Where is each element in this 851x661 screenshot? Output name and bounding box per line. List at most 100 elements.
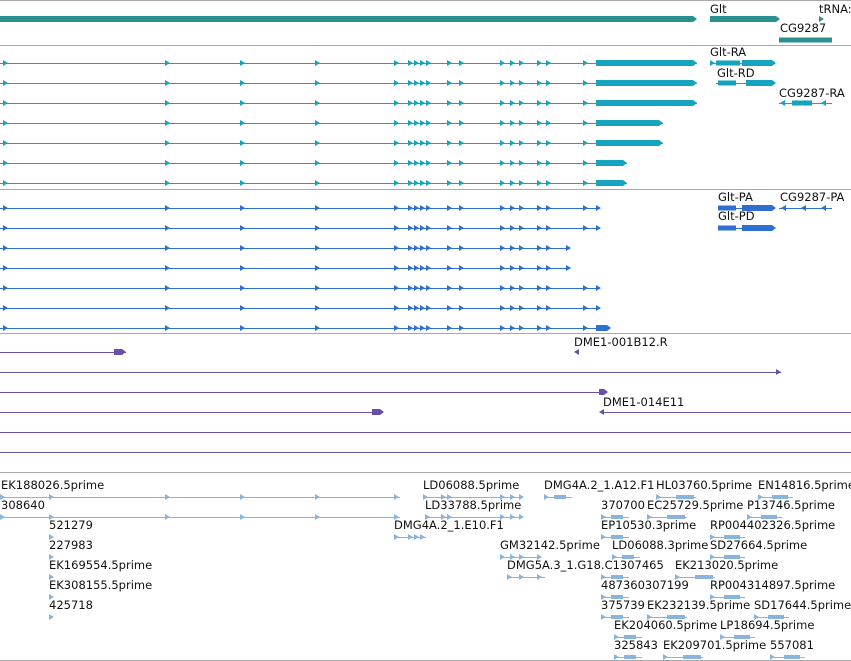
exon-block[interactable] <box>596 325 611 331</box>
exon-block[interactable] <box>768 615 784 619</box>
est-label[interactable]: 370700 <box>601 498 645 512</box>
gene-label-trna[interactable]: tRNA: <box>819 2 851 16</box>
est-label[interactable]: 521279 <box>49 518 93 532</box>
exon-block[interactable] <box>596 140 663 146</box>
est-label[interactable]: SD17644.5prime <box>754 598 851 612</box>
strand-arrow-icon <box>426 285 431 291</box>
est-label[interactable]: EK204060.5prime <box>614 618 718 632</box>
est-label[interactable]: EK232139.5prime <box>647 598 751 612</box>
exon-block[interactable] <box>734 635 750 639</box>
exon-block[interactable] <box>742 60 776 66</box>
exon-block[interactable] <box>716 60 740 66</box>
exon-block[interactable] <box>624 655 636 659</box>
exon-block[interactable] <box>779 37 832 43</box>
exon-block[interactable] <box>718 225 736 231</box>
est-label[interactable]: 375739 <box>601 598 645 612</box>
exon-block[interactable] <box>784 655 800 659</box>
strand-arrow-icon <box>394 80 399 86</box>
exon-block[interactable] <box>676 495 694 499</box>
exon-block[interactable] <box>792 100 812 106</box>
exon-block[interactable] <box>596 160 627 166</box>
exon-block[interactable] <box>667 615 685 619</box>
est-label[interactable]: LD33788.5prime <box>425 498 522 512</box>
transcript-label-glt-rd[interactable]: Glt-RD <box>717 66 755 80</box>
transcript-label-cg9287-ra[interactable]: CG9287-RA <box>779 86 845 100</box>
exon-block[interactable] <box>710 16 780 22</box>
est-label[interactable]: P13746.5prime <box>747 498 835 512</box>
est-label[interactable]: HL03760.5prime <box>656 478 753 492</box>
exon-block[interactable] <box>596 80 697 86</box>
est-label[interactable]: EP10530.3prime <box>601 518 697 532</box>
exon-block[interactable] <box>0 16 697 22</box>
exon-block[interactable] <box>114 349 126 355</box>
strand-arrow-icon <box>510 554 515 560</box>
est-label[interactable]: RP004402326.5prime <box>710 518 836 532</box>
strand-arrow-icon <box>394 225 399 231</box>
protein-label-glt-pd[interactable]: Glt-PD <box>718 209 755 223</box>
exon-block[interactable] <box>596 60 697 66</box>
est-label[interactable]: EN14816.5prime <box>758 478 851 492</box>
exon-block[interactable] <box>724 595 740 599</box>
exon-block[interactable] <box>596 100 697 106</box>
gene-label-glt[interactable]: Glt <box>710 2 727 16</box>
exon-block[interactable] <box>611 535 623 539</box>
est-label[interactable]: EK209701.5prime <box>663 638 767 652</box>
est-label[interactable]: EK213020.5prime <box>675 558 779 572</box>
clone-label-dme1-014e11[interactable]: DME1-014E11 <box>603 395 685 409</box>
strand-arrow-icon <box>583 305 588 311</box>
est-label[interactable]: EK308155.5prime <box>49 578 153 592</box>
protein-label-cg9287-pa[interactable]: CG9287-PA <box>780 190 845 204</box>
est-label[interactable]: LD06088.5prime <box>423 478 520 492</box>
exon-block[interactable] <box>611 515 623 519</box>
est-label[interactable]: 425718 <box>49 598 93 612</box>
exon-block[interactable] <box>599 389 608 395</box>
exon-block[interactable] <box>596 180 627 186</box>
exon-block[interactable] <box>724 535 740 539</box>
strand-arrow-icon <box>459 285 464 291</box>
exon-block[interactable] <box>667 515 685 519</box>
est-label[interactable]: RP004314897.5prime <box>710 578 836 592</box>
exon-block[interactable] <box>772 495 788 499</box>
est-label[interactable]: GM32142.5prime <box>500 538 600 552</box>
strand-arrow-icon <box>420 120 425 126</box>
exon-block[interactable] <box>622 555 634 559</box>
est-label[interactable]: LP18694.5prime <box>720 618 815 632</box>
exon-block[interactable] <box>695 575 713 579</box>
est-label[interactable]: DMG4A.2_1.A12.F1 <box>544 478 655 492</box>
est-label[interactable]: EK188026.5prime <box>1 478 105 492</box>
est-label[interactable]: 557081 <box>770 638 814 652</box>
exon-block[interactable] <box>724 555 740 559</box>
exon-block[interactable] <box>611 575 623 579</box>
exon-block[interactable] <box>718 80 736 86</box>
exon-block[interactable] <box>611 595 623 599</box>
est-label[interactable]: DMG5A.3_1.G18.C1307465 <box>507 558 664 572</box>
strand-arrow-icon <box>447 140 452 146</box>
strand-arrow-icon <box>510 225 515 231</box>
gene-label-cg9287[interactable]: CG9287 <box>780 21 827 35</box>
est-label[interactable]: 325843 <box>614 638 658 652</box>
strand-arrow-icon <box>459 160 464 166</box>
protein-label-glt-pa[interactable]: Glt-PA <box>718 190 753 204</box>
exon-block[interactable] <box>611 615 623 619</box>
est-label[interactable]: 308640 <box>1 498 45 512</box>
exon-block[interactable] <box>624 635 636 639</box>
exon-block[interactable] <box>683 655 701 659</box>
exon-block[interactable] <box>554 495 566 499</box>
est-label[interactable]: 227983 <box>49 538 93 552</box>
exon-block[interactable] <box>718 205 736 211</box>
exon-block[interactable] <box>596 120 663 126</box>
est-label[interactable]: DMG4A.2_1.E10.F1 <box>394 518 504 532</box>
exon-block[interactable] <box>761 515 777 519</box>
est-label[interactable]: LD06088.3prime <box>612 538 709 552</box>
exon-block[interactable] <box>746 80 776 86</box>
est-label[interactable]: SD27664.5prime <box>710 538 808 552</box>
est-label[interactable]: 487360307199 <box>601 578 689 592</box>
exon-block[interactable] <box>742 205 776 211</box>
exon-block[interactable] <box>372 409 384 415</box>
strand-arrow-icon <box>710 534 715 540</box>
est-label[interactable]: EC25729.5prime <box>647 498 744 512</box>
clone-label-dme1-001b12[interactable]: DME1-001B12.R <box>574 335 668 349</box>
transcript-label-glt-ra[interactable]: Glt-RA <box>710 45 747 59</box>
est-label[interactable]: EK169554.5prime <box>49 558 153 572</box>
exon-block[interactable] <box>742 225 776 231</box>
